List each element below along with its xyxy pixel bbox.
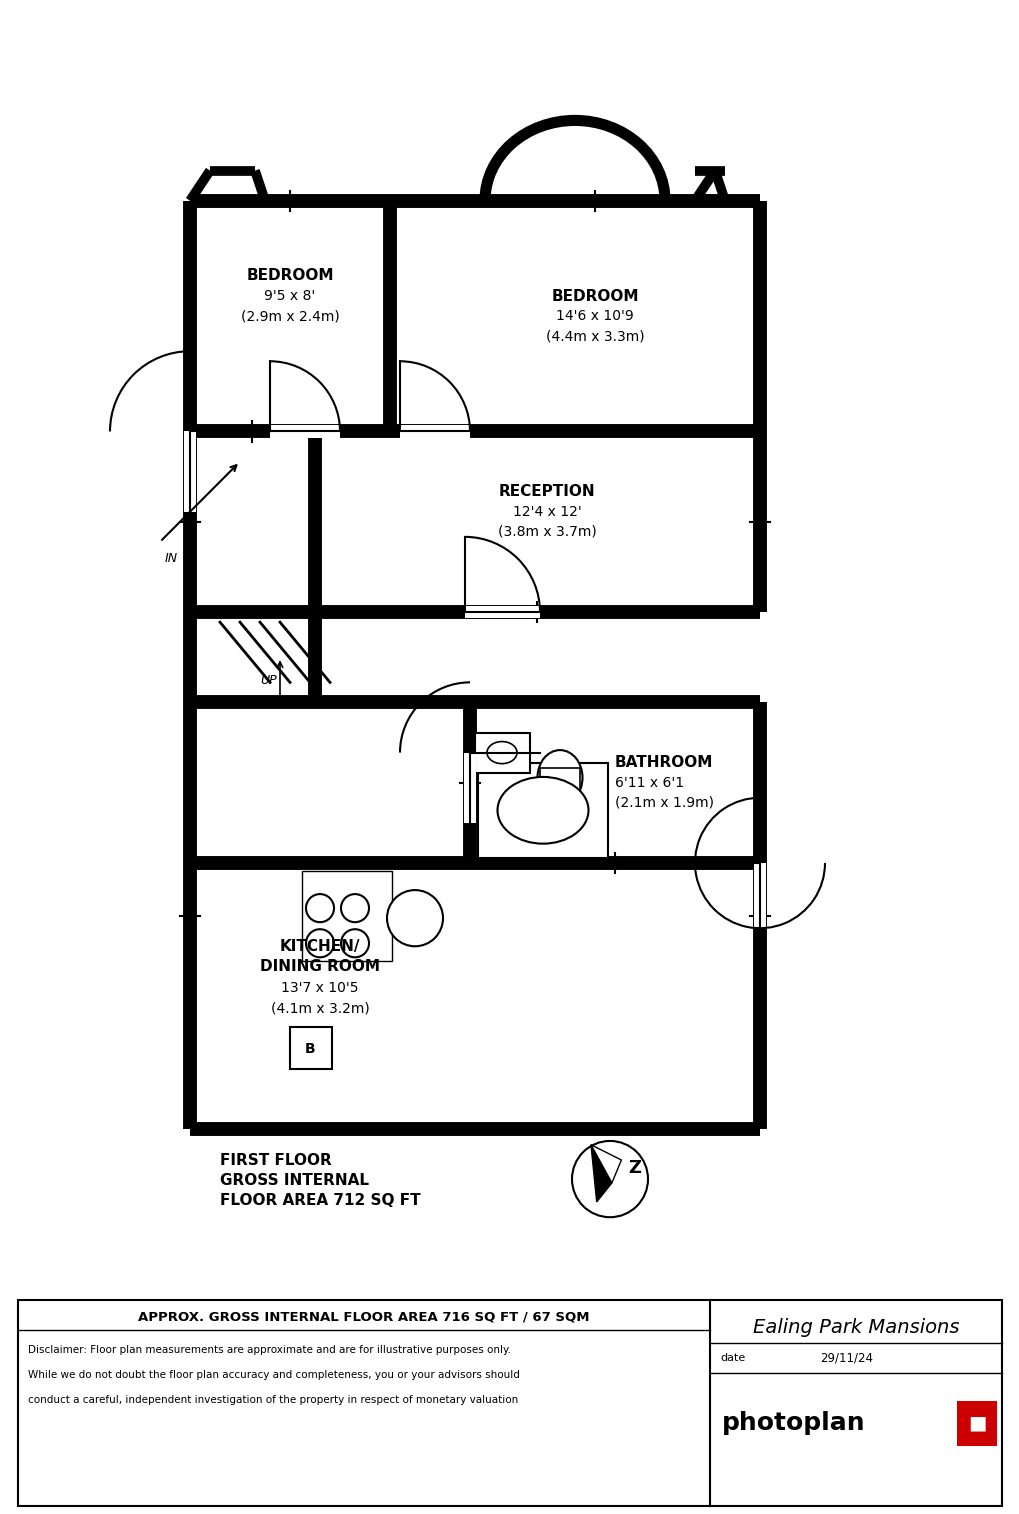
Bar: [270, 425, 339, 438]
Text: KITCHEN/: KITCHEN/: [279, 939, 360, 954]
Text: Ealing Park Mansions: Ealing Park Mansions: [752, 1319, 958, 1337]
Text: FIRST FLOOR: FIRST FLOOR: [220, 1152, 331, 1167]
Circle shape: [306, 895, 333, 922]
Bar: [183, 431, 196, 512]
Text: 13'7 x 10'5: 13'7 x 10'5: [281, 981, 359, 995]
Text: date: date: [719, 1354, 745, 1363]
Polygon shape: [590, 1145, 621, 1182]
Bar: [190, 167, 265, 201]
Text: BATHROOM: BATHROOM: [614, 755, 712, 771]
Ellipse shape: [497, 777, 588, 843]
Circle shape: [386, 890, 442, 946]
Bar: [190, 201, 389, 431]
Bar: [302, 871, 391, 961]
Bar: [753, 863, 765, 928]
Bar: [190, 612, 315, 702]
Bar: [389, 201, 759, 431]
Bar: [289, 1026, 331, 1069]
Text: photoplan: photoplan: [721, 1411, 865, 1435]
Bar: [399, 425, 470, 438]
Bar: [464, 752, 476, 822]
Text: 6'11 x 6'1: 6'11 x 6'1: [614, 775, 684, 790]
Bar: [709, 167, 764, 201]
Text: (4.4m x 3.3m): (4.4m x 3.3m): [545, 329, 644, 344]
Text: GROSS INTERNAL: GROSS INTERNAL: [220, 1172, 369, 1187]
Circle shape: [340, 895, 369, 922]
Text: (4.1m x 3.2m): (4.1m x 3.2m): [270, 1001, 369, 1016]
Circle shape: [306, 930, 333, 957]
Bar: [475, 733, 530, 772]
Text: FLOOR AREA 712 SQ FT: FLOOR AREA 712 SQ FT: [220, 1193, 420, 1208]
Text: 9'5 x 8': 9'5 x 8': [264, 289, 315, 303]
Ellipse shape: [484, 121, 664, 282]
Circle shape: [340, 930, 369, 957]
Ellipse shape: [486, 742, 517, 763]
Ellipse shape: [537, 749, 582, 805]
Text: UP: UP: [260, 674, 276, 687]
Text: (3.8m x 3.7m): (3.8m x 3.7m): [497, 525, 596, 539]
Text: RECEPTION: RECEPTION: [498, 484, 595, 500]
Text: (2.1m x 1.9m): (2.1m x 1.9m): [614, 796, 713, 810]
Text: 14'6 x 10'9: 14'6 x 10'9: [555, 309, 633, 322]
Text: ■: ■: [967, 1414, 985, 1432]
Text: BEDROOM: BEDROOM: [246, 268, 333, 283]
Text: 29/11/24: 29/11/24: [819, 1352, 872, 1364]
Text: Disclaimer: Floor plan measurements are approximate and are for illustrative pur: Disclaimer: Floor plan measurements are …: [28, 1344, 511, 1355]
Text: conduct a careful, independent investigation of the property in respect of monet: conduct a careful, independent investiga…: [28, 1396, 518, 1405]
Text: While we do not doubt the floor plan accuracy and completeness, you or your advi: While we do not doubt the floor plan acc…: [28, 1370, 520, 1381]
Text: APPROX. GROSS INTERNAL FLOOR AREA 716 SQ FT / 67 SQM: APPROX. GROSS INTERNAL FLOOR AREA 716 SQ…: [139, 1310, 589, 1323]
Bar: [315, 431, 759, 612]
Text: (2.9m x 2.4m): (2.9m x 2.4m): [240, 309, 339, 322]
Bar: [190, 431, 315, 612]
Polygon shape: [590, 1145, 611, 1202]
Text: Z: Z: [628, 1158, 641, 1176]
Text: BEDROOM: BEDROOM: [550, 289, 638, 303]
Text: IN: IN: [165, 553, 178, 565]
Text: B: B: [305, 1042, 315, 1055]
Bar: [190, 702, 759, 1129]
Bar: [465, 606, 539, 618]
Text: DINING ROOM: DINING ROOM: [260, 958, 380, 974]
Bar: [539, 768, 580, 798]
Text: 12'4 x 12': 12'4 x 12': [513, 504, 581, 519]
Bar: [478, 763, 607, 858]
Bar: [956, 1402, 996, 1446]
